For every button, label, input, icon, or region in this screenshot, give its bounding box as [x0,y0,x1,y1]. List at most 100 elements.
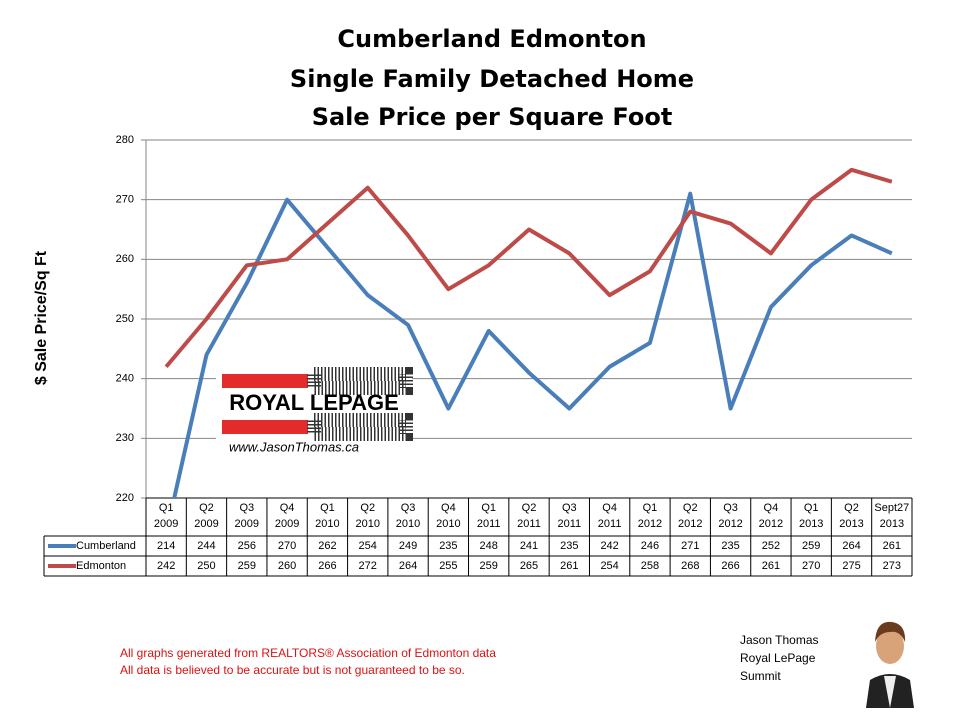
table-value: 235 [721,540,739,552]
y-axis-label: $ Sale Price/Sq Ft [33,250,50,385]
table-value: 259 [480,560,498,572]
table-value: 254 [600,560,618,572]
table-value: 244 [197,540,215,552]
table-value: 259 [238,560,256,572]
logo-bar [222,420,308,434]
author-photo [866,612,914,708]
x-tick-label: Q2 [360,502,375,514]
x-tick-label: 2012 [718,518,742,530]
x-tick-label: 2010 [355,518,379,530]
x-tick-label: Q2 [199,502,214,514]
x-tick-label: Q1 [804,502,819,514]
legend-label: Edmonton [76,560,126,572]
logo-bar [222,374,308,388]
x-tick-label: Q1 [159,502,174,514]
table-value: 272 [359,560,377,572]
author: Summit [740,669,781,683]
table-value: 261 [883,540,901,552]
x-tick-label: Q4 [441,502,456,514]
table-value: 246 [641,540,659,552]
table-value: 214 [157,540,175,552]
table-value: 250 [197,560,215,572]
x-tick-label: Q1 [643,502,658,514]
x-tick-label: Q4 [280,502,295,514]
table-value: 256 [238,540,256,552]
logo: ROYAL LEPAGE www.JasonThomas.ca [216,366,413,462]
table-value: 258 [641,560,659,572]
table-value: 266 [318,560,336,572]
x-tick-label: Q2 [683,502,698,514]
x-tick-label: 2009 [275,518,299,530]
chart-title: Single Family Detached Home [290,65,694,93]
x-tick-label: 2011 [517,518,541,530]
x-tick-label: 2012 [678,518,702,530]
x-tick-label: 2011 [477,518,501,530]
y-tick-label: 240 [116,373,134,385]
table-value: 268 [681,560,699,572]
x-tick-label: 2009 [154,518,178,530]
plot [164,167,893,498]
photo-hair [875,621,906,642]
x-tick-label: Q4 [764,502,779,514]
table-value: 255 [439,560,457,572]
series-line [172,191,893,498]
x-tick-label: 2011 [598,518,622,530]
x-tick-label: Sept27 [874,502,909,514]
logo-stripes [307,367,413,395]
x-tick-label: Q3 [239,502,254,514]
x-tick-label: 2013 [839,518,863,530]
y-tick-label: 280 [116,134,134,146]
table-value: 264 [399,560,417,572]
table-value: 259 [802,540,820,552]
table-value: 270 [802,560,820,572]
author: Royal LePage [740,651,816,665]
photo-shirt [884,676,896,708]
photo-face [876,628,904,664]
table-value: 248 [480,540,498,552]
y-tick-label: 220 [116,492,134,504]
logo-stripes [307,413,413,441]
x-tick-label: 2010 [396,518,420,530]
logo-brand: ROYAL LEPAGE [229,390,399,415]
table-value: 254 [359,540,377,552]
legend-label: Cumberland [76,540,136,552]
x-tick-label: Q3 [401,502,416,514]
table-value: 273 [883,560,901,572]
table-value: 249 [399,540,417,552]
table-value: 275 [842,560,860,572]
x-tick-label: 2012 [638,518,662,530]
y-tick-label: 270 [116,194,134,206]
y-tick-label: 250 [116,313,134,325]
table-value: 261 [762,560,780,572]
x-tick-label: 2012 [759,518,783,530]
chart-title: Sale Price per Square Foot [312,103,673,131]
table-value: 242 [157,560,175,572]
x-tick-label: 2013 [880,518,904,530]
x-tick-label: Q2 [522,502,537,514]
table-value: 262 [318,540,336,552]
series-line [164,167,893,369]
table-value: 270 [278,540,296,552]
table-value: 241 [520,540,538,552]
author: Jason Thomas [740,633,819,647]
table-value: 261 [560,560,578,572]
x-tick-label: Q1 [481,502,496,514]
table-value: 260 [278,560,296,572]
chart-title: Cumberland Edmonton [337,25,646,53]
x-tick-label: 2013 [799,518,823,530]
table-value: 264 [842,540,860,552]
x-tick-label: Q2 [844,502,859,514]
table-value: 266 [721,560,739,572]
x-tick-label: Q3 [723,502,738,514]
x-tick-label: Q4 [602,502,617,514]
footnote: All graphs generated from REALTORS® Asso… [120,646,496,660]
x-tick-label: 2009 [194,518,218,530]
table-value: 235 [439,540,457,552]
x-tick-label: 2011 [557,518,581,530]
table-value: 242 [600,540,618,552]
x-tick-label: Q1 [320,502,335,514]
table-value: 271 [681,540,699,552]
y-tick-label: 260 [116,253,134,265]
x-tick-label: Q3 [562,502,577,514]
